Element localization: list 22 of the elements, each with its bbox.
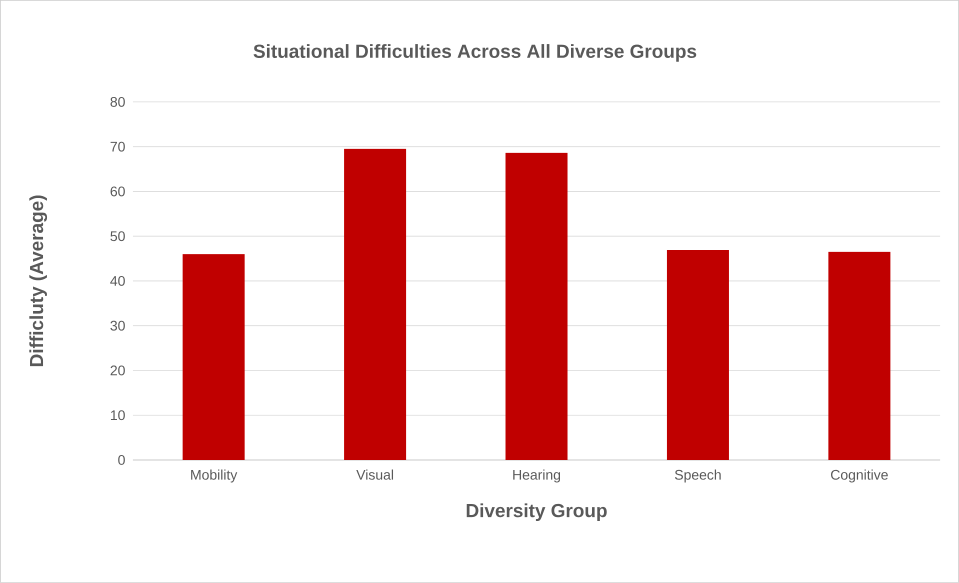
y-tick-label: 40 (110, 276, 125, 286)
x-axis-title: Diversity Group (466, 503, 607, 522)
bar (506, 152, 568, 460)
y-tick-label: 50 (110, 231, 125, 242)
x-tick-label: Cognitive (831, 470, 888, 483)
y-axis-title: Difficluty (Average) (29, 196, 48, 366)
bar (182, 254, 245, 460)
y-tick-label: 30 (110, 320, 125, 331)
y-tick-label: 10 (110, 410, 125, 420)
bar (344, 148, 406, 460)
bar (666, 250, 729, 460)
y-tick-label: 0 (118, 455, 125, 465)
y-tick-label: 70 (110, 142, 125, 152)
bar (828, 252, 890, 460)
x-tick-label: Speech (674, 470, 721, 483)
x-tick-label: Mobility (191, 470, 238, 483)
x-tick-label: Visual (356, 470, 394, 480)
y-tick-label: 20 (110, 366, 125, 376)
y-tick-label: 60 (110, 186, 125, 196)
y-tick-label: 80 (110, 97, 125, 107)
chart-title: Situational Difficulties Across All Diverse Groups (254, 44, 696, 62)
x-tick-label: Hearing (513, 470, 560, 483)
